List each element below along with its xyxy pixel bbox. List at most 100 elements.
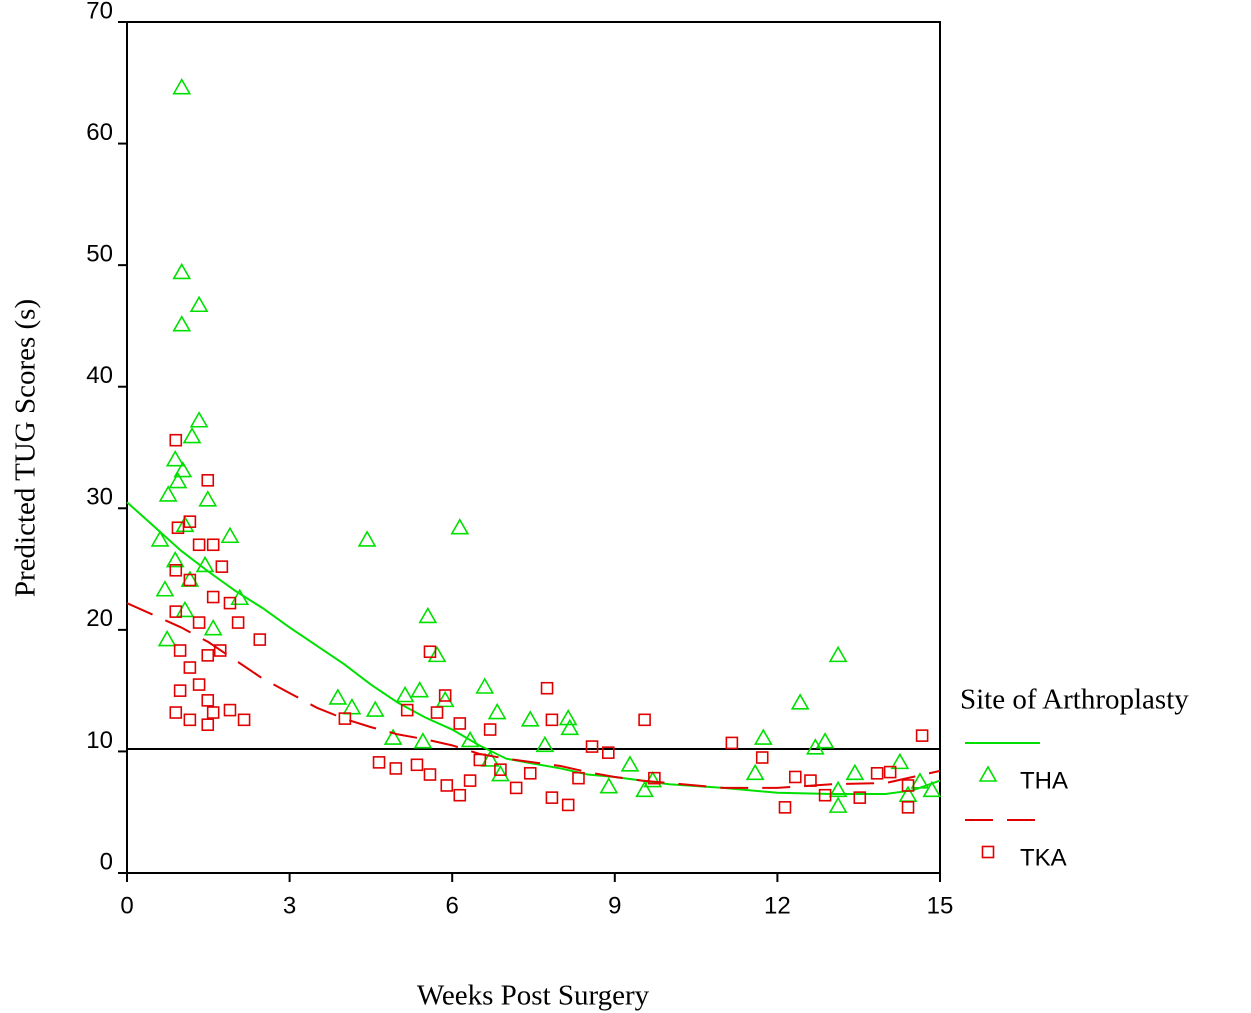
data-point: [157, 629, 177, 647]
data-point: [540, 681, 554, 695]
x-axis-label: Weeks Post Surgery: [417, 980, 650, 1012]
data-point: [215, 560, 229, 573]
data-point: [828, 780, 848, 798]
data-point: [357, 530, 377, 547]
x-tick-label: 12: [764, 892, 791, 919]
data-point: [189, 295, 209, 313]
legend-marker: [981, 845, 995, 859]
legend-label: THA: [1020, 767, 1068, 794]
y-axis-label: Predicted TUG Scores (s): [10, 299, 42, 597]
data-point: [173, 644, 187, 657]
data-point: [158, 485, 178, 502]
x-tick-label: 15: [927, 892, 954, 919]
data-point: [169, 706, 183, 719]
data-point: [338, 712, 352, 725]
data-point: [475, 677, 495, 694]
data-point: [890, 752, 910, 770]
y-tick-label: 70: [86, 0, 113, 24]
data-point: [413, 732, 433, 749]
data-point: [870, 767, 884, 780]
data-point: [165, 550, 185, 568]
data-point: [491, 764, 510, 782]
data-point: [201, 474, 215, 487]
data-point: [172, 262, 192, 280]
data-point: [620, 755, 640, 772]
data-point: [169, 433, 183, 447]
data-point: [220, 526, 240, 544]
data-point: [572, 771, 585, 785]
plot-frame: [126, 21, 941, 874]
data-point: [400, 703, 414, 717]
data-point: [788, 770, 802, 784]
data-point: [430, 706, 444, 719]
data-point: [487, 702, 507, 720]
data-point: [883, 765, 897, 779]
y-tick-label: 30: [86, 484, 113, 511]
y-tick-label: 50: [86, 240, 113, 267]
data-point: [165, 450, 185, 467]
x-tick-label: 6: [446, 892, 459, 919]
data-point: [755, 751, 769, 764]
data-point: [192, 538, 206, 552]
data-point: [753, 728, 773, 745]
data-point: [389, 762, 403, 775]
data-point: [372, 756, 386, 769]
data-point: [815, 732, 835, 749]
data-point: [922, 780, 942, 798]
data-point: [853, 791, 867, 804]
data-point: [435, 690, 455, 708]
data-point: [460, 730, 480, 748]
data-point: [545, 791, 559, 804]
fit-line: [126, 501, 941, 795]
data-point: [237, 713, 251, 727]
data-point: [440, 779, 454, 792]
data-point: [818, 788, 832, 802]
data-point: [172, 315, 192, 332]
data-point: [725, 736, 739, 750]
y-tick-label: 10: [86, 727, 113, 754]
data-point: [643, 770, 663, 788]
data-point: [648, 771, 661, 785]
data-point: [328, 688, 348, 705]
y-tick-label: 40: [86, 362, 113, 389]
data-point: [192, 616, 206, 629]
data-point: [483, 723, 497, 736]
data-point: [183, 661, 197, 674]
data-point: [638, 713, 651, 727]
x-tick-label: 0: [120, 892, 133, 919]
x-tick-label: 3: [283, 892, 296, 919]
data-point: [635, 780, 654, 798]
data-point: [845, 763, 865, 781]
y-tick-label: 60: [86, 119, 113, 146]
data-point: [560, 718, 580, 736]
data-point: [561, 798, 575, 812]
data-point: [172, 78, 192, 95]
data-point: [175, 515, 195, 533]
data-point: [438, 689, 452, 702]
data-point: [494, 763, 507, 776]
data-point: [828, 645, 848, 663]
data-point: [206, 538, 220, 552]
data-point: [150, 530, 170, 547]
y-tick-label: 0: [100, 848, 113, 875]
data-point: [805, 738, 825, 755]
data-point: [173, 684, 187, 697]
x-tick-label: 9: [608, 892, 621, 919]
data-point: [585, 740, 599, 753]
data-point: [509, 781, 523, 795]
data-point: [175, 600, 195, 618]
data-point: [520, 710, 540, 727]
legend-marker: [978, 765, 998, 782]
data-point: [183, 573, 197, 587]
data-point: [203, 619, 223, 636]
fit-line: [126, 602, 941, 789]
data-point: [183, 515, 197, 528]
data-point: [223, 596, 237, 610]
data-point: [423, 768, 437, 781]
data-point: [206, 590, 220, 604]
data-point: [410, 681, 430, 698]
data-point: [201, 694, 215, 707]
data-point: [778, 801, 792, 814]
data-point: [383, 728, 403, 745]
data-point: [183, 713, 197, 727]
